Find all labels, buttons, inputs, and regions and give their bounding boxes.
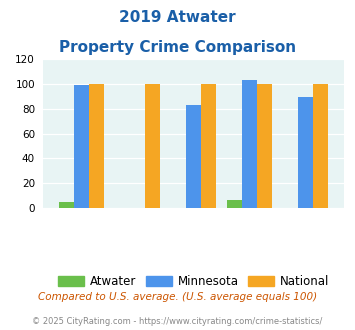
Bar <box>145 84 160 208</box>
Bar <box>201 84 216 208</box>
Bar <box>313 84 328 208</box>
Bar <box>89 84 104 208</box>
Bar <box>74 85 89 208</box>
Legend: Atwater, Minnesota, National: Atwater, Minnesota, National <box>53 270 334 293</box>
Bar <box>242 81 257 208</box>
Bar <box>59 202 74 208</box>
Bar <box>186 105 201 208</box>
Bar <box>257 84 272 208</box>
Bar <box>227 200 242 208</box>
Bar <box>298 96 313 208</box>
Text: © 2025 CityRating.com - https://www.cityrating.com/crime-statistics/: © 2025 CityRating.com - https://www.city… <box>32 317 323 326</box>
Text: Property Crime Comparison: Property Crime Comparison <box>59 40 296 54</box>
Text: Compared to U.S. average. (U.S. average equals 100): Compared to U.S. average. (U.S. average … <box>38 292 317 302</box>
Text: 2019 Atwater: 2019 Atwater <box>119 10 236 25</box>
